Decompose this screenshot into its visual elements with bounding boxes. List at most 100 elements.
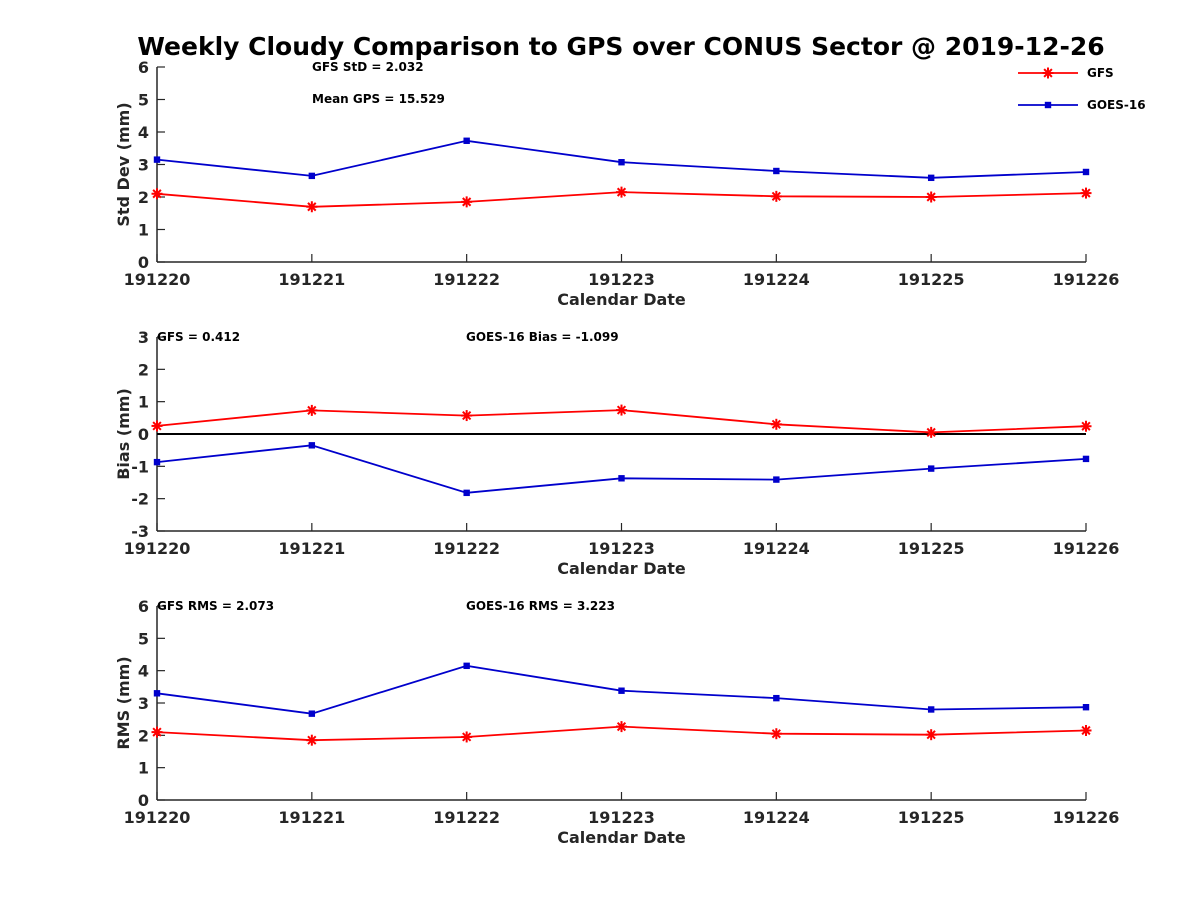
data-point-stroke [616, 722, 627, 732]
data-point-stroke [616, 187, 627, 197]
x-tick-label: 191220 [124, 808, 191, 827]
legend: GFS GOES-16 [1018, 66, 1146, 112]
y-tick-label: 2 [138, 360, 149, 379]
data-point-stroke [1081, 188, 1091, 198]
x-axis-label: Calendar Date [557, 828, 686, 847]
series-gfs [151, 721, 1092, 746]
data-point-stroke [307, 735, 317, 745]
y-axis-label: RMS (mm) [114, 656, 133, 749]
series-gfs [151, 186, 1092, 213]
data-point [618, 159, 625, 166]
legend-marker [1044, 101, 1052, 109]
x-tick-label: 191226 [1053, 808, 1120, 827]
data-point [306, 734, 318, 746]
y-tick-label: 4 [138, 662, 149, 681]
x-tick-label: 191222 [433, 808, 500, 827]
y-axis-label: Std Dev (mm) [114, 102, 133, 226]
legend-marker [1042, 67, 1054, 79]
data-point [773, 694, 780, 702]
data-point [306, 201, 318, 213]
figure-title: Weekly Cloudy Comparison to GPS over CON… [137, 32, 1104, 61]
y-tick-label: 6 [138, 597, 149, 616]
data-point [618, 687, 625, 694]
x-tick-label: 191220 [124, 270, 191, 289]
data-point [925, 191, 937, 203]
data-point [927, 706, 935, 713]
series-gfs [151, 404, 1092, 438]
legend-label: GOES-16 [1087, 98, 1146, 112]
y-tick-label: -1 [131, 457, 149, 476]
annotation: GOES-16 Bias = -1.099 [466, 330, 619, 344]
data-point [463, 662, 470, 670]
data-point-stroke [616, 405, 627, 415]
data-point [308, 442, 316, 449]
series-goes-16 [153, 137, 1090, 182]
data-point [770, 190, 782, 202]
y-tick-label: 0 [138, 791, 149, 810]
subplots: 0 1 2 3 4 5 6 191220 191221 191222 191223 191224 191… [114, 58, 1119, 847]
data-point [927, 465, 935, 472]
subplot-2: -3 -2 -1 0 1 2 3 191220 191221 191222 191223 191224… [114, 328, 1119, 578]
data-point [616, 404, 627, 416]
data-point-stroke [462, 732, 472, 742]
y-tick-label: 3 [138, 694, 149, 713]
y-tick-label: 1 [138, 393, 149, 412]
data-point-stroke [771, 419, 781, 429]
data-point [616, 186, 627, 198]
x-tick-label: 191223 [588, 270, 655, 289]
x-tick-label: 191224 [743, 808, 810, 827]
data-point [461, 410, 473, 422]
x-tick-label: 191223 [588, 539, 655, 558]
data-point [773, 476, 780, 483]
x-tick-label: 191223 [588, 808, 655, 827]
legend-label: GFS [1087, 66, 1114, 80]
x-axis-label: Calendar Date [557, 290, 686, 309]
y-tick-label: 4 [138, 123, 149, 142]
x-tick-label: 191225 [898, 270, 965, 289]
data-point-stroke [152, 727, 162, 737]
data-point [927, 174, 935, 182]
data-point [153, 458, 161, 466]
x-tick-label: 191221 [278, 808, 345, 827]
data-point [925, 426, 937, 438]
subplot-3: 0 1 2 3 4 5 6 191220 191221 191222 191223 191224 191… [114, 597, 1119, 847]
x-tick-label: 191222 [433, 270, 500, 289]
data-point-stroke [926, 730, 936, 740]
data-point [153, 156, 161, 163]
data-point-stroke [462, 410, 472, 421]
data-point [616, 721, 627, 733]
annotation: Mean GPS = 15.529 [312, 92, 445, 106]
data-point-stroke [926, 192, 936, 202]
data-point [1080, 187, 1092, 199]
subplot-1: 0 1 2 3 4 5 6 191220 191221 191222 191223 191224 191… [114, 58, 1119, 309]
data-point [1082, 168, 1090, 176]
data-point [461, 196, 473, 208]
legend-marker-stroke [1043, 68, 1053, 78]
data-point [461, 731, 473, 743]
data-point [463, 137, 470, 144]
x-tick-label: 191221 [278, 539, 345, 558]
data-point-stroke [771, 729, 781, 739]
annotation: GFS = 0.412 [157, 330, 240, 344]
data-point [1082, 704, 1090, 711]
data-point [770, 728, 782, 740]
data-point-stroke [771, 191, 781, 201]
data-point-stroke [152, 421, 162, 431]
y-axis-label: Bias (mm) [114, 388, 133, 480]
x-tick-label: 191226 [1053, 270, 1120, 289]
x-axis-label: Calendar Date [557, 559, 686, 578]
y-tick-label: -3 [131, 522, 149, 541]
data-point [1080, 420, 1092, 432]
x-tick-label: 191222 [433, 539, 500, 558]
data-point [463, 489, 470, 497]
x-tick-label: 191226 [1053, 539, 1120, 558]
x-tick-label: 191220 [124, 539, 191, 558]
annotation: GOES-16 RMS = 3.223 [466, 599, 615, 613]
y-tick-label: 0 [138, 425, 149, 444]
annotation: GFS StD = 2.032 [312, 60, 424, 74]
y-tick-label: 6 [138, 58, 149, 77]
y-tick-label: 2 [138, 188, 149, 207]
data-point-stroke [1081, 421, 1091, 431]
y-tick-label: 0 [138, 253, 149, 272]
x-tick-label: 191225 [898, 808, 965, 827]
